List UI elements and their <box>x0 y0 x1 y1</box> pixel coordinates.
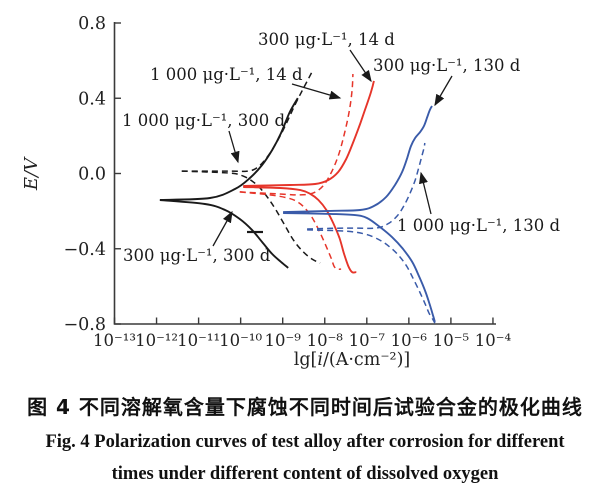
x-axis-label: lg[i/(A·cm⁻²)] <box>294 350 410 370</box>
series-130 d-solid <box>283 105 436 323</box>
annotation-label: 300 μg·L⁻¹, 300 d <box>123 246 271 265</box>
annotation-arrow <box>212 210 233 247</box>
annotation: 300 μg·L⁻¹, 300 d <box>123 210 271 265</box>
annotation-label: 1 000 μg·L⁻¹, 14 d <box>150 65 303 84</box>
caption-english-line1: Fig. 4 Polarization curves of test alloy… <box>45 432 565 452</box>
annotation-arrow <box>434 75 453 107</box>
annotation-arrow <box>419 171 432 215</box>
curve-anodic <box>239 73 354 196</box>
x-tick-label: 10⁻¹⁰ <box>219 331 262 350</box>
series-14 d-solid <box>243 80 375 274</box>
annotation: 300 μg·L⁻¹, 130 d <box>373 56 521 107</box>
annotation-label: 1 000 μg·L⁻¹, 300 d <box>122 111 286 130</box>
annotation-arrow <box>349 49 372 83</box>
y-tick-label: −0.4 <box>64 240 107 260</box>
curve-anodic <box>159 97 299 201</box>
curve-cathodic <box>283 212 436 323</box>
annotation: 300 μg·L⁻¹, 14 d <box>258 30 395 83</box>
polarization-chart: 0.80.40.0−0.4−0.810⁻¹³ 10⁻¹² 10⁻¹¹ 10⁻¹⁰ 10⁻… <box>21 14 561 370</box>
annotation-arrow <box>228 130 240 164</box>
curve-cathodic <box>307 229 436 324</box>
curve-anodic <box>243 80 375 187</box>
series-14 d-dashed <box>239 73 354 271</box>
x-tick-label: 10⁻⁹ <box>265 331 302 350</box>
curve-anodic <box>283 105 433 214</box>
x-tick-label: 10⁻⁵ <box>433 331 469 350</box>
y-tick-label: −0.8 <box>64 315 107 335</box>
y-tick-label: 0.0 <box>78 165 106 185</box>
curve-cathodic <box>181 170 321 264</box>
x-tick-label: 10⁻⁴ <box>475 331 512 350</box>
caption-chinese: 图 4 不同溶解氧含量下腐蚀不同时间后试验合金的极化曲线 <box>27 395 583 419</box>
annotation-label: 300 μg·L⁻¹, 130 d <box>373 56 521 75</box>
curve-cathodic <box>239 191 342 271</box>
x-tick-label: 10⁻¹³ <box>93 331 136 350</box>
x-tick-label: 10⁻⁶ <box>391 331 428 350</box>
series-300 d-solid <box>159 97 299 269</box>
x-tick-label: 10⁻⁷ <box>349 331 386 350</box>
curve-cathodic <box>243 186 357 274</box>
x-tick-label: 10⁻¹¹ <box>177 331 220 350</box>
curve-cathodic <box>159 199 289 269</box>
y-axis-label: E/V <box>21 156 42 191</box>
annotation: 1 000 μg·L⁻¹, 130 d <box>397 171 561 235</box>
annotation-label: 1 000 μg·L⁻¹, 130 d <box>397 216 561 235</box>
series-300 d-dashed <box>181 69 321 264</box>
caption-english-line2: times under different content of dissolv… <box>111 464 499 484</box>
curve-anodic <box>307 142 426 230</box>
y-tick-label: 0.4 <box>78 89 106 109</box>
x-tick-label: 10⁻⁸ <box>307 331 344 350</box>
annotation: 1 000 μg·L⁻¹, 300 d <box>122 111 286 164</box>
annotation: 1 000 μg·L⁻¹, 14 d <box>150 65 342 100</box>
axes: 0.80.40.0−0.4−0.810⁻¹³ 10⁻¹² 10⁻¹¹ 10⁻¹⁰ 10⁻… <box>21 14 511 370</box>
annotation-arrow <box>291 83 342 100</box>
annotation-label: 300 μg·L⁻¹, 14 d <box>258 30 395 49</box>
x-tick-label: 10⁻¹² <box>135 331 178 350</box>
series-130 d-dashed <box>307 142 436 324</box>
y-tick-label: 0.8 <box>78 14 106 34</box>
